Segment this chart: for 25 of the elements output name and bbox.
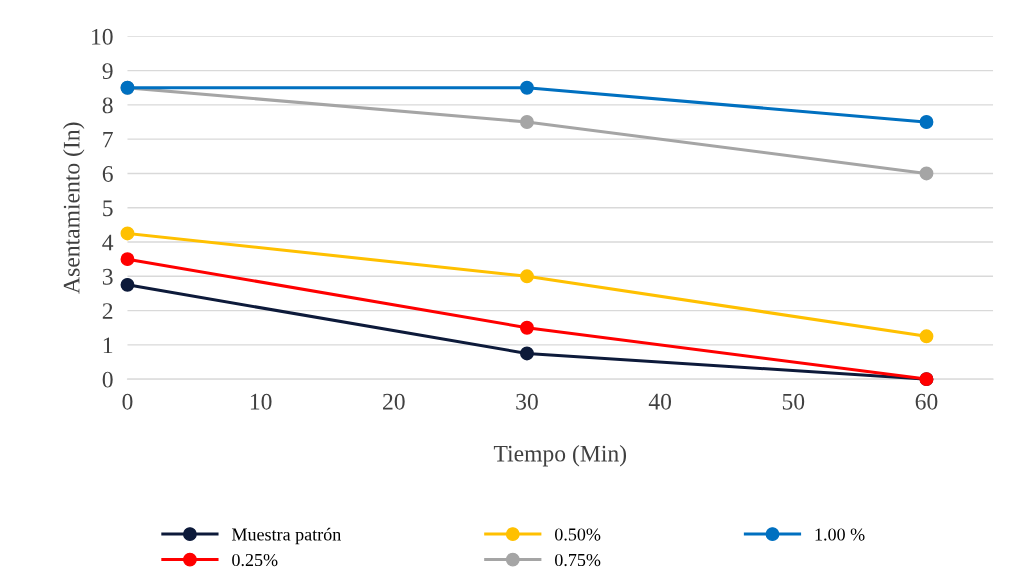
x-tick-label: 0 [122,393,133,410]
y-tick-label: 10 [92,28,113,45]
y-tick-label: 3 [102,268,113,285]
legend-label: 0.75% [555,553,601,567]
x-tick-label: 30 [516,393,538,410]
y-axis-title: Asentamiento (In) [63,122,85,294]
x-tick-label: 40 [648,393,672,410]
legend-label: Muestra patrón [231,527,341,545]
x-axis-title: Tiempo (Min) [493,445,627,467]
y-tick-label: 9 [102,63,113,80]
y-tick-label: 8 [102,97,113,114]
legend-label: 1.00 % [815,528,865,541]
y-tick-label: 6 [102,166,113,182]
legend-label: 0.50% [555,528,601,541]
y-tick-label: 2 [102,303,113,319]
y-tick-label: 5 [103,200,113,217]
y-tick-label: 4 [102,234,114,251]
x-tick-label: 20 [383,393,405,410]
y-tick-label: 0 [102,371,113,388]
x-tick-label: 50 [782,393,805,410]
x-tick-label: 10 [250,393,272,410]
legend-label: 0.25% [232,553,278,567]
y-tick-label: 1 [103,337,113,354]
y-tick-label: 7 [103,131,113,148]
x-tick-label: 60 [915,393,938,410]
